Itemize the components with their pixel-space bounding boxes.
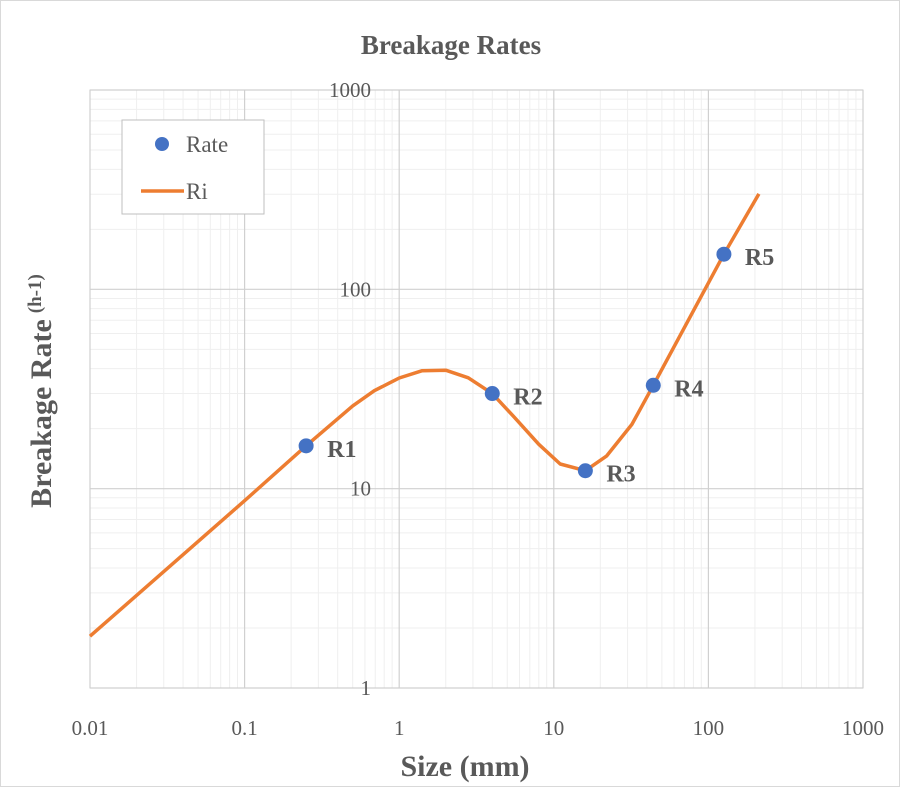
y-tick-label: 1000 [329, 78, 371, 102]
data-point-r5 [716, 246, 732, 262]
series: R1 R2 R3 R4 R5 [88, 193, 774, 638]
x-tick-label: 0.1 [231, 716, 257, 740]
tick-labels: 0.01 0.1 1 10 100 1000 1 10 100 1000 [72, 78, 884, 740]
y-axis-label-unit: (h-1) [25, 274, 46, 313]
x-axis-label: Size (mm) [400, 750, 529, 783]
data-point-r4 [645, 377, 661, 393]
legend-label-rate: Rate [186, 132, 228, 157]
data-label-r3: R3 [606, 462, 635, 488]
y-axis-label-main: Breakage Rate [25, 319, 58, 508]
data-point-r2 [484, 386, 500, 402]
legend-marker-rate [155, 137, 169, 151]
y-tick-label: 10 [350, 477, 371, 501]
data-label-r2: R2 [513, 385, 542, 411]
data-point-r1 [298, 438, 314, 454]
data-label-r5: R5 [745, 245, 774, 271]
plot-area-border [89, 89, 864, 689]
series-line-ri [88, 193, 761, 638]
chart-title: Breakage Rates [361, 30, 541, 60]
legend: Rate Ri [121, 119, 265, 215]
y-tick-label: 100 [340, 277, 372, 301]
data-label-r4: R4 [674, 376, 703, 402]
x-tick-label: 10 [543, 716, 564, 740]
data-point-r3 [577, 463, 593, 479]
legend-box [121, 119, 265, 215]
data-label-r1: R1 [327, 437, 356, 463]
x-tick-label: 1000 [842, 716, 884, 740]
y-axis-label: Breakage Rate (h-1) [25, 274, 58, 508]
y-tick-label: 1 [361, 676, 372, 700]
x-tick-label: 100 [693, 716, 725, 740]
x-tick-label: 0.01 [72, 716, 109, 740]
legend-label-ri: Ri [186, 179, 208, 204]
x-tick-label: 1 [394, 716, 405, 740]
